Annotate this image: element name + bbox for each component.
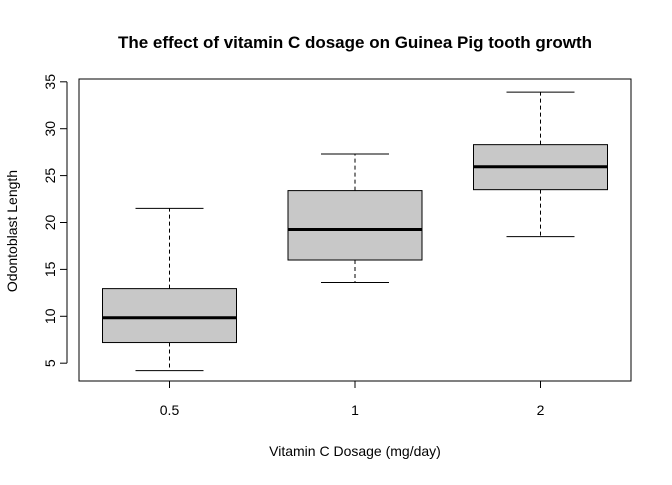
x-tick-label-0.5: 0.5 [160,402,180,418]
y-tick-label-20: 20 [42,214,58,230]
plot-area: 5 10 15 20 25 30 35 0.5 1 2 [42,74,632,418]
y-tick-label-25: 25 [42,168,58,184]
x-tick-label-1: 1 [351,402,359,418]
x-axis-label: Vitamin C Dosage (mg/day) [269,443,441,459]
y-tick-label-30: 30 [42,121,58,137]
box-0.5-iqr-box [102,288,237,344]
box-1-iqr-box [287,190,423,261]
y-tick-label-15: 15 [42,261,58,277]
y-axis-label: Odontoblast Length [4,170,20,292]
y-tick-label-35: 35 [42,74,58,90]
y-tick-label-5: 5 [42,359,58,367]
y-tick-label-10: 10 [42,308,58,324]
x-tick-label-2: 2 [537,402,545,418]
chart-title: The effect of vitamin C dosage on Guinea… [118,33,592,52]
